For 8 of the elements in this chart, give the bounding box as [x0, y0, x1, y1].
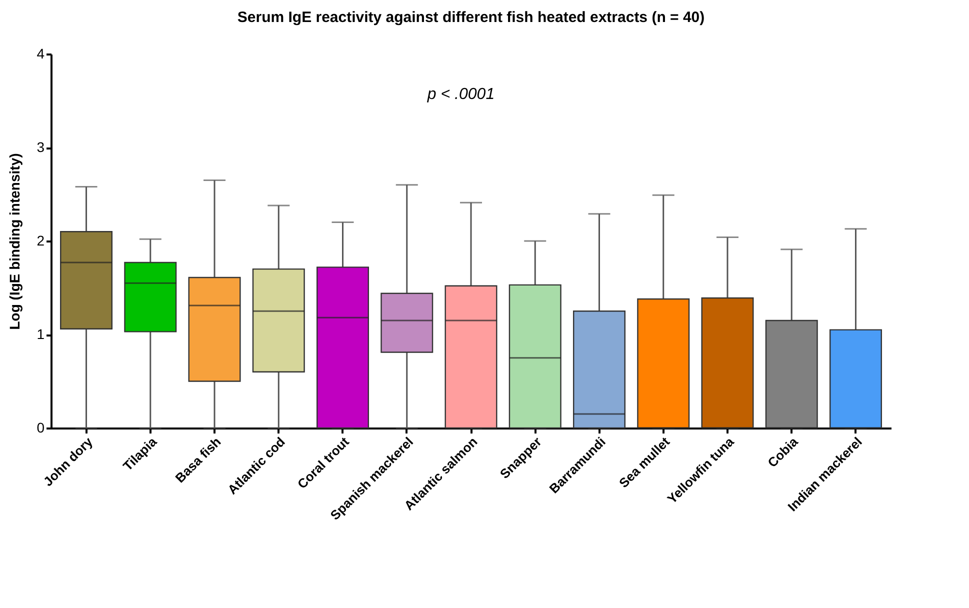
y-tick-label: 3: [36, 139, 45, 155]
y-tick-label: 1: [36, 326, 45, 342]
chart-title: Serum IgE reactivity against different fish heated extracts (n = 40): [237, 9, 705, 26]
y-tick-label: 4: [36, 46, 45, 62]
y-tick-label: 2: [36, 232, 45, 248]
y-axis-title: Log (IgE binding intensity): [6, 153, 23, 330]
y-tick-label: 0: [36, 420, 45, 436]
annotation: p < .0001: [426, 86, 495, 103]
